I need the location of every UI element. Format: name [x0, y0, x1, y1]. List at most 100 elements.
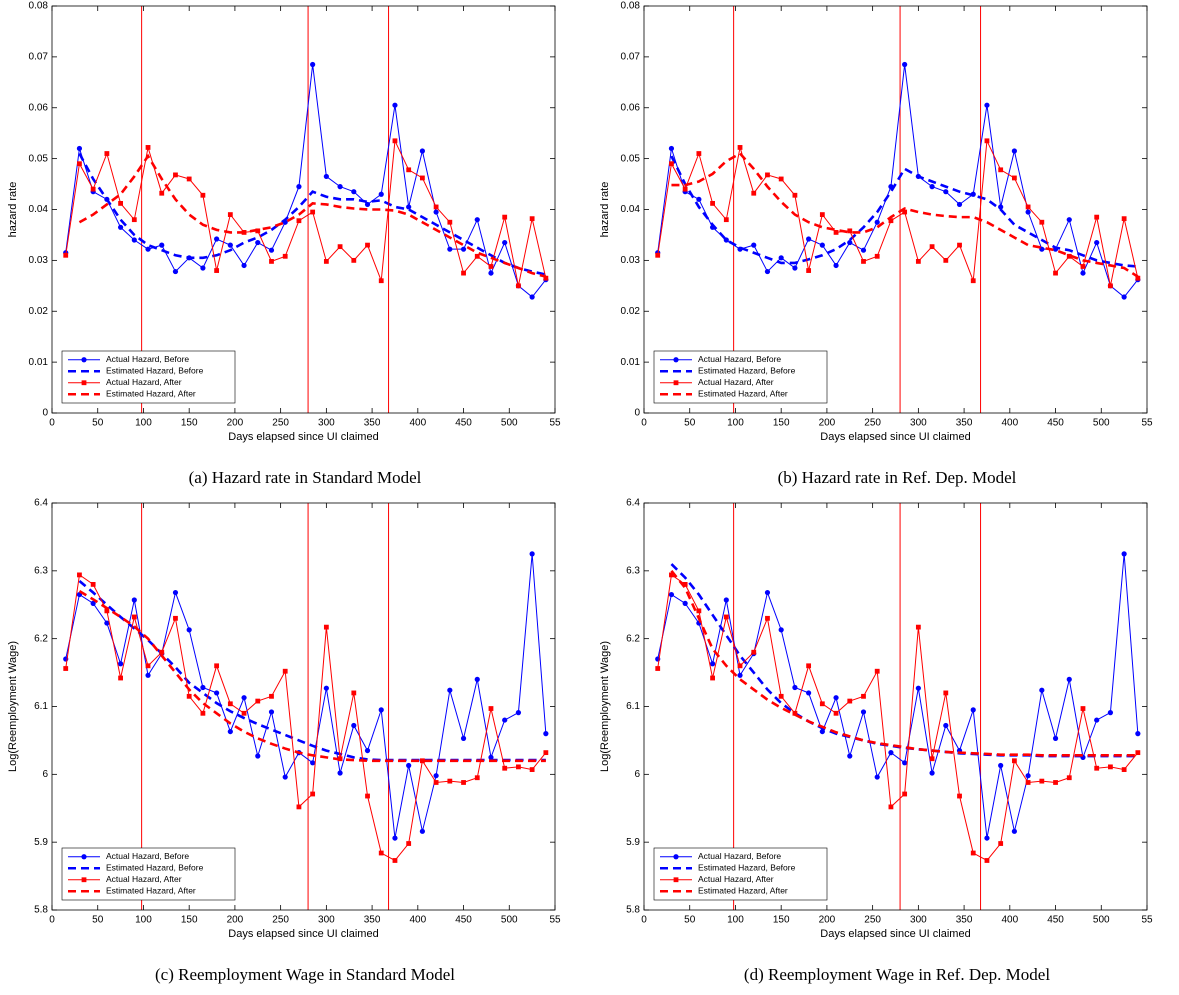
- point-marker: [337, 770, 343, 776]
- point-marker: [819, 701, 825, 707]
- point-marker: [529, 216, 535, 222]
- point-marker: [1025, 204, 1031, 210]
- x-axis-label: Days elapsed since UI claimed: [820, 431, 970, 443]
- point-marker: [709, 661, 716, 667]
- point-marker: [200, 710, 206, 716]
- point-marker: [1066, 217, 1072, 223]
- legend-label: Actual Hazard, Before: [106, 851, 189, 861]
- y-tick-label: 0.01: [29, 357, 49, 368]
- point-marker: [241, 262, 247, 269]
- y-tick-label: 5.8: [34, 905, 48, 916]
- point-marker: [392, 102, 398, 108]
- point-marker: [723, 237, 729, 243]
- x-tick-label: 450: [1047, 915, 1064, 926]
- chart-panel: 0 50 100 150 200 250 300 350 400 450 500 55 5.8 5.9 6 6…: [7, 498, 561, 984]
- point-marker: [929, 756, 935, 762]
- y-tick-label: 6.1: [34, 701, 48, 712]
- point-marker: [723, 614, 729, 620]
- chart-panel: 0 50 100 150 200 250 300 350 400 450 500 5500.010.0…: [7, 1, 561, 487]
- point-marker: [351, 257, 357, 263]
- x-tick-label: 350: [956, 915, 973, 926]
- point-marker: [323, 685, 329, 691]
- point-marker: [104, 608, 110, 614]
- x-tick-label: 100: [727, 418, 744, 429]
- y-axis-label: Log(Reemployment Wage): [7, 641, 19, 772]
- point-marker: [131, 597, 137, 603]
- point-marker: [710, 675, 715, 681]
- x-tick-label: 350: [364, 418, 381, 429]
- point-marker: [696, 151, 702, 156]
- point-marker: [682, 582, 688, 587]
- point-marker: [984, 102, 990, 108]
- point-marker: [131, 237, 137, 243]
- point-marker: [669, 161, 674, 167]
- y-tick-label: 5.9: [34, 837, 48, 848]
- point-marker: [145, 672, 151, 678]
- point-marker: [502, 765, 508, 771]
- point-marker: [419, 148, 425, 154]
- point-marker: [778, 693, 784, 699]
- x-tick-label: 500: [501, 915, 518, 926]
- y-tick-label: 0.04: [29, 204, 49, 215]
- point-marker: [433, 773, 439, 779]
- point-marker: [186, 693, 192, 699]
- point-marker: [861, 693, 866, 699]
- estimated-line: [78, 152, 547, 276]
- legend-label: Actual Hazard, Before: [698, 354, 781, 364]
- point-marker: [268, 247, 275, 253]
- point-marker: [1025, 773, 1031, 779]
- point-marker: [337, 244, 343, 250]
- point-marker: [419, 175, 425, 181]
- point-marker: [847, 239, 853, 246]
- point-marker: [943, 189, 949, 195]
- point-marker: [1011, 758, 1017, 764]
- y-tick-label: 6.4: [34, 498, 48, 509]
- point-marker: [529, 767, 535, 772]
- y-axis-label: hazard rate: [7, 182, 19, 238]
- point-marker: [77, 572, 82, 578]
- plot-frame: [643, 5, 1148, 414]
- point-marker: [543, 750, 549, 756]
- point-marker: [1121, 767, 1127, 772]
- legend-label: Actual Hazard, After: [698, 377, 774, 387]
- legend-marker: [81, 357, 87, 363]
- point-marker: [378, 850, 384, 856]
- point-marker: [847, 753, 853, 759]
- point-marker: [406, 204, 412, 210]
- point-marker: [819, 212, 825, 217]
- legend-marker: [673, 854, 679, 860]
- point-marker: [241, 695, 247, 701]
- point-marker: [227, 242, 233, 248]
- point-marker: [378, 191, 384, 197]
- x-tick-label: 55: [1141, 915, 1153, 926]
- point-marker: [696, 608, 702, 614]
- point-marker: [310, 61, 316, 68]
- point-marker: [806, 663, 812, 669]
- point-marker: [723, 217, 729, 223]
- plot-frame: [51, 502, 556, 911]
- x-tick-label: 350: [364, 915, 381, 926]
- point-marker: [461, 270, 466, 276]
- x-tick-label: 0: [641, 418, 647, 429]
- estimated-line: [78, 590, 546, 763]
- point-marker: [1108, 764, 1113, 770]
- legend-label: Estimated Hazard, After: [698, 389, 788, 399]
- legend-marker: [81, 380, 87, 386]
- point-marker: [819, 728, 825, 735]
- point-marker: [806, 236, 812, 242]
- x-tick-label: 300: [318, 915, 335, 926]
- point-marker: [957, 793, 962, 799]
- point-marker: [117, 661, 124, 667]
- x-tick-label: 200: [819, 915, 836, 926]
- point-marker: [751, 649, 757, 655]
- y-tick-label: 0: [634, 408, 640, 419]
- y-tick-label: 6.3: [626, 565, 640, 576]
- point-marker: [998, 762, 1004, 769]
- point-marker: [1121, 551, 1127, 557]
- point-marker: [516, 283, 521, 289]
- point-marker: [296, 218, 302, 224]
- point-marker: [1121, 216, 1127, 222]
- y-tick-label: 0.02: [621, 306, 641, 317]
- point-marker: [847, 228, 853, 234]
- point-marker: [970, 707, 976, 713]
